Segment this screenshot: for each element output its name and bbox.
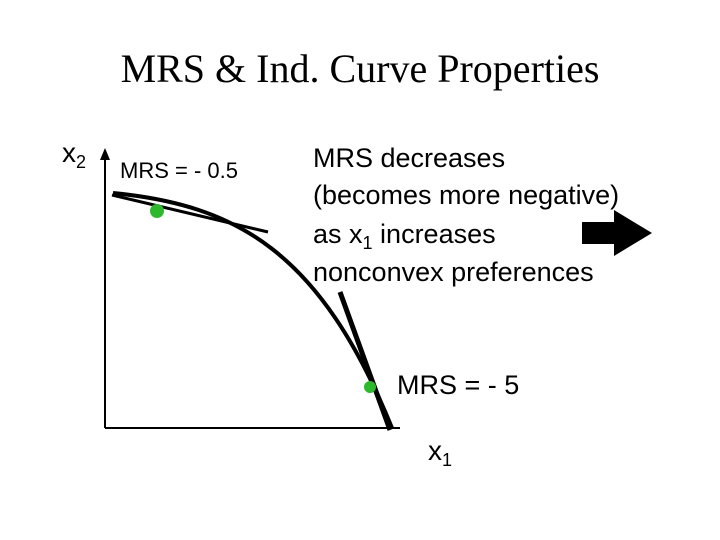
x-axis-label: x1 xyxy=(428,435,452,470)
note-text: as x xyxy=(313,219,363,249)
note-line: nonconvex preferences xyxy=(313,257,594,287)
top-label: MRS = - 0.5 xyxy=(120,158,238,183)
y-axis-label: x2 xyxy=(62,137,86,172)
x-axis-label-base: x xyxy=(428,435,442,466)
title: MRS & Ind. Curve Properties xyxy=(121,46,600,91)
tangent-point xyxy=(150,204,164,218)
note-text: increases xyxy=(373,219,496,249)
note-line: (becomes more negative) xyxy=(313,180,619,210)
tangent-point xyxy=(364,381,376,393)
indifference-curve xyxy=(112,191,394,429)
x-axis-label-sub: 1 xyxy=(442,450,452,470)
tangent-top xyxy=(111,193,269,234)
y-axis-arrow xyxy=(100,148,110,160)
y-axis-label-base: x xyxy=(62,137,76,168)
right-arrow xyxy=(582,210,652,256)
tangent-bottom xyxy=(337,291,393,431)
note-line: MRS decreases xyxy=(313,143,505,173)
y-axis-label-sub: 2 xyxy=(76,152,86,172)
note-line: as x1 increases xyxy=(313,219,496,253)
bottom-label: MRS = - 5 xyxy=(397,370,519,400)
note-sub: 1 xyxy=(363,233,373,253)
